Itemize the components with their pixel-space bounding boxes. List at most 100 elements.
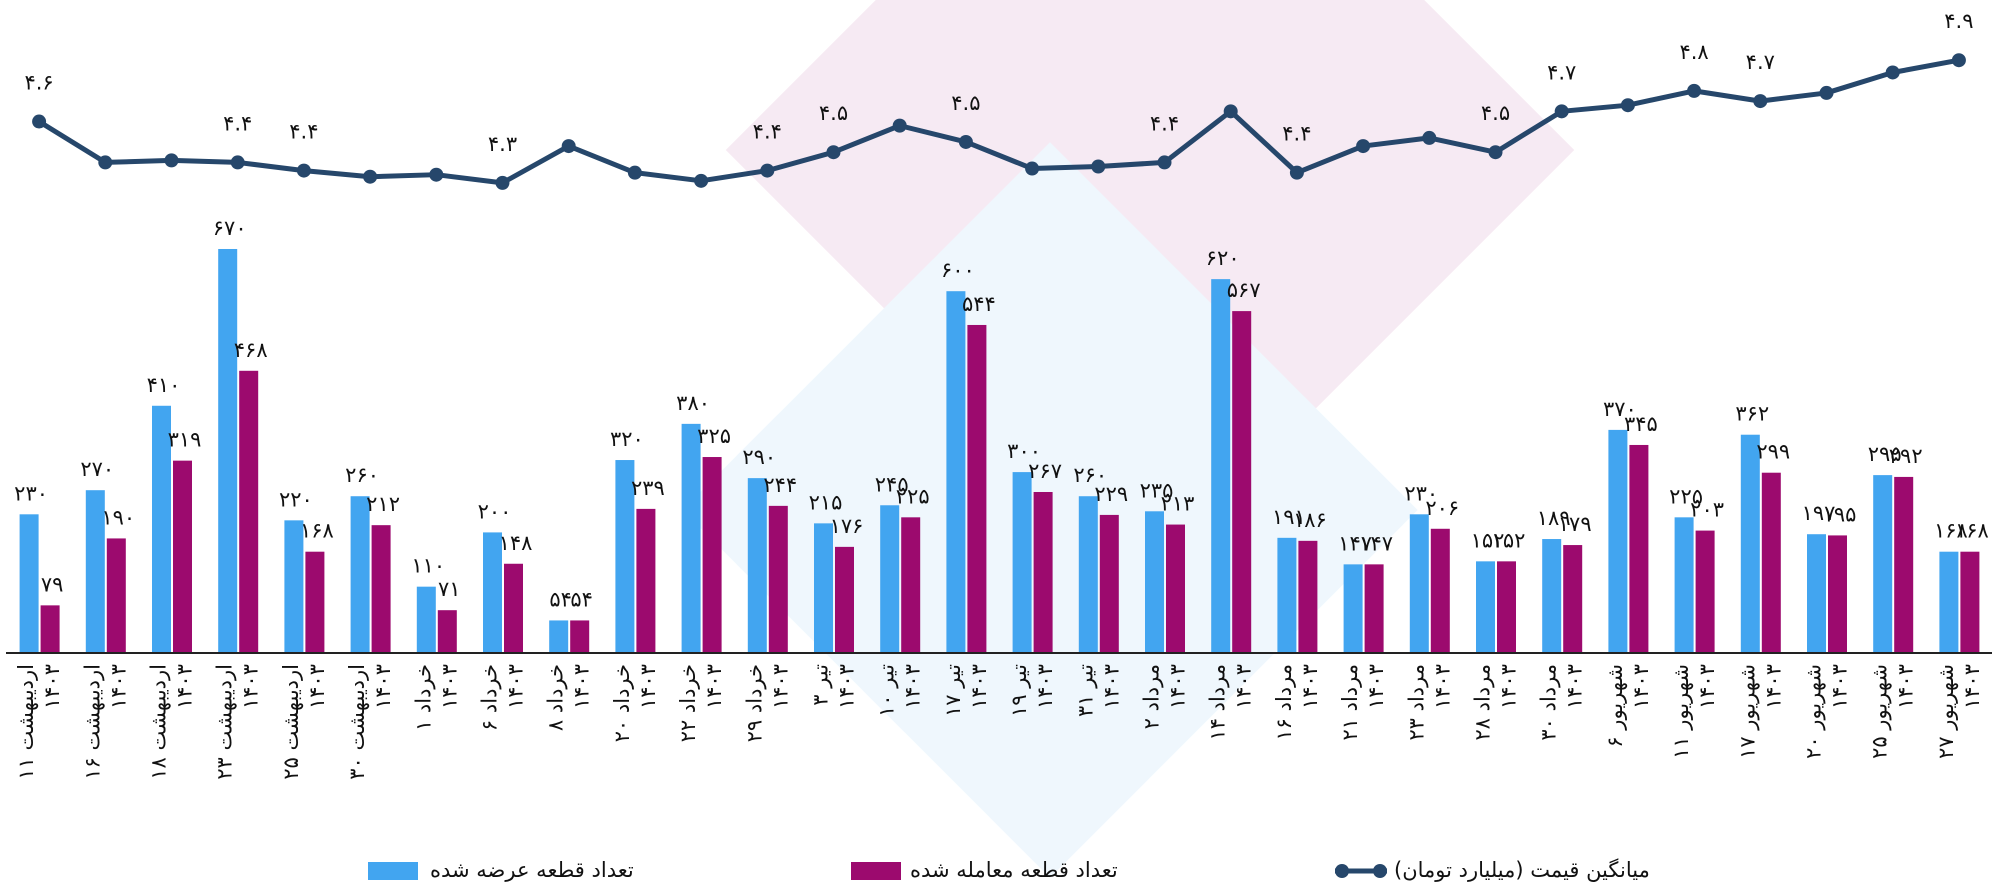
x-tick-label-line: ۶ شهریور xyxy=(1603,664,1627,748)
data-label: ۱۸۶ xyxy=(1293,508,1327,532)
bar xyxy=(1298,540,1318,653)
x-tick-label-line: ۱۴۰۳ xyxy=(1033,664,1057,709)
x-tick-label-line: ۲۳ اردیبهشت xyxy=(213,664,237,780)
x-tick-label-line: ۳۱ تیر xyxy=(1073,664,1097,717)
bar xyxy=(239,370,259,653)
bar xyxy=(106,538,126,653)
line-point xyxy=(1356,139,1371,154)
data-label: ۴.۹ xyxy=(1944,9,1973,33)
line-point xyxy=(627,165,642,180)
x-tick-label: ۱۶ اردیبهشت۱۴۰۳ xyxy=(80,664,130,780)
bar xyxy=(1695,530,1715,653)
bar xyxy=(768,505,788,653)
data-label: ۱۵۲ xyxy=(1492,528,1526,552)
legend-label: میانگین قیمت (میلیارد تومان) xyxy=(1394,858,1650,882)
data-label: ۴.۵ xyxy=(819,101,848,125)
data-label: ۴.۷ xyxy=(1547,60,1576,84)
bar xyxy=(504,563,523,653)
x-tick-label-line: ۱۹ تیر xyxy=(1007,664,1031,717)
data-label: ۱۴۸ xyxy=(499,531,533,555)
bar xyxy=(19,514,39,653)
x-tick-label-line: ۱۴ مرداد xyxy=(1206,664,1230,741)
data-label: ۲۳۰ xyxy=(1404,481,1438,505)
data-label: ۱۶۸ xyxy=(1934,519,1968,543)
line-point xyxy=(363,169,378,184)
bar xyxy=(218,248,238,654)
x-tick-label-line: ۲۲ خرداد xyxy=(676,664,700,742)
x-tick-label: ۱۰ تیر۱۴۰۳ xyxy=(875,664,925,717)
x-tick-label-line: ۶ خرداد xyxy=(478,664,502,731)
legend-marker xyxy=(368,862,418,880)
x-tick-label-line: ۳۰ اردیبهشت xyxy=(345,664,369,780)
bar xyxy=(1629,444,1649,653)
x-tick-label-line: ۳۰ مرداد xyxy=(1537,664,1561,741)
line-point xyxy=(760,163,775,178)
data-label: ۱۵۲ xyxy=(1471,528,1505,552)
data-label: ۲۱۳ xyxy=(1161,492,1195,516)
bar xyxy=(1674,517,1694,653)
data-label: ۴.۴ xyxy=(1150,111,1179,135)
data-label: ۴.۴ xyxy=(1282,122,1311,146)
line-point xyxy=(1488,145,1503,160)
data-label: ۳۱۹ xyxy=(168,428,202,452)
data-label: ۱۹۷ xyxy=(1802,501,1836,525)
data-label: ۴۱۰ xyxy=(147,373,181,397)
x-tick-label: ۲۸ مرداد۱۴۰۳ xyxy=(1471,664,1521,741)
x-tick-label-line: ۱۶ اردیبهشت xyxy=(80,664,104,780)
data-label: ۴.۷ xyxy=(1746,50,1775,74)
x-tick-label-line: ۱۴۰۳ xyxy=(1099,664,1123,709)
bar xyxy=(814,523,833,653)
line-point xyxy=(1091,159,1106,174)
data-label: ۷۱ xyxy=(438,577,461,601)
x-tick-label: ۱۱ شهریور۱۴۰۳ xyxy=(1669,664,1719,759)
data-label: ۳۸۰ xyxy=(676,391,710,415)
bar xyxy=(1740,434,1760,653)
data-label: ۱۷۹ xyxy=(1558,512,1592,536)
x-tick-label-line: ۱۴۰۳ xyxy=(1166,664,1190,709)
line-point xyxy=(1223,104,1238,119)
x-tick-label-line: ۱۶ مرداد xyxy=(1272,664,1296,741)
data-label: ۷۹ xyxy=(41,572,64,596)
data-label: ۲۲۹ xyxy=(1094,482,1128,506)
legend-marker xyxy=(1335,864,1349,878)
bar xyxy=(1939,551,1959,653)
bar xyxy=(305,551,325,653)
bar xyxy=(1099,514,1119,653)
x-tick-label-line: ۱۰ تیر xyxy=(875,664,899,717)
data-label: ۲۰۰ xyxy=(478,499,512,523)
bar xyxy=(416,586,436,653)
data-label: ۱۴۷ xyxy=(1359,531,1393,555)
bar xyxy=(615,460,635,653)
line-point xyxy=(32,114,47,129)
bar xyxy=(284,520,304,653)
x-tick-label-line: ۱۴۰۳ xyxy=(835,664,859,709)
line-point xyxy=(958,134,973,149)
bar xyxy=(1033,491,1053,653)
bar xyxy=(1542,539,1562,653)
legend-label: تعداد قطعه عرضه شده xyxy=(430,858,634,882)
x-tick-label: ۱۱ اردیبهشت۱۴۰۳ xyxy=(14,664,64,780)
line-point xyxy=(1157,155,1172,170)
bar xyxy=(636,508,656,653)
line-point xyxy=(826,145,841,160)
line-point xyxy=(1289,165,1304,180)
data-label: ۳۷۰ xyxy=(1603,397,1637,421)
data-label: ۴.۴ xyxy=(223,111,252,135)
bar xyxy=(1476,561,1495,653)
bar xyxy=(1430,528,1450,653)
data-label: ۶۲۰ xyxy=(1206,246,1240,270)
bar xyxy=(681,423,701,653)
x-tick-label: ۲۳ مرداد۱۴۰۳ xyxy=(1404,664,1454,741)
data-label: ۲۶۰ xyxy=(1073,463,1107,487)
data-label: ۲۳۰ xyxy=(14,481,48,505)
bar xyxy=(350,496,370,653)
bar xyxy=(40,605,60,653)
x-tick-label-line: ۱۴۰۳ xyxy=(1761,664,1785,709)
data-label: ۴۶۸ xyxy=(234,338,268,362)
x-tick-label-line: ۲ مرداد xyxy=(1140,664,1164,729)
bar xyxy=(1761,472,1781,653)
bar xyxy=(1894,476,1914,653)
x-tick-label-line: ۱۴۰۳ xyxy=(1695,664,1719,709)
bar xyxy=(483,532,502,653)
line-point xyxy=(694,173,709,188)
